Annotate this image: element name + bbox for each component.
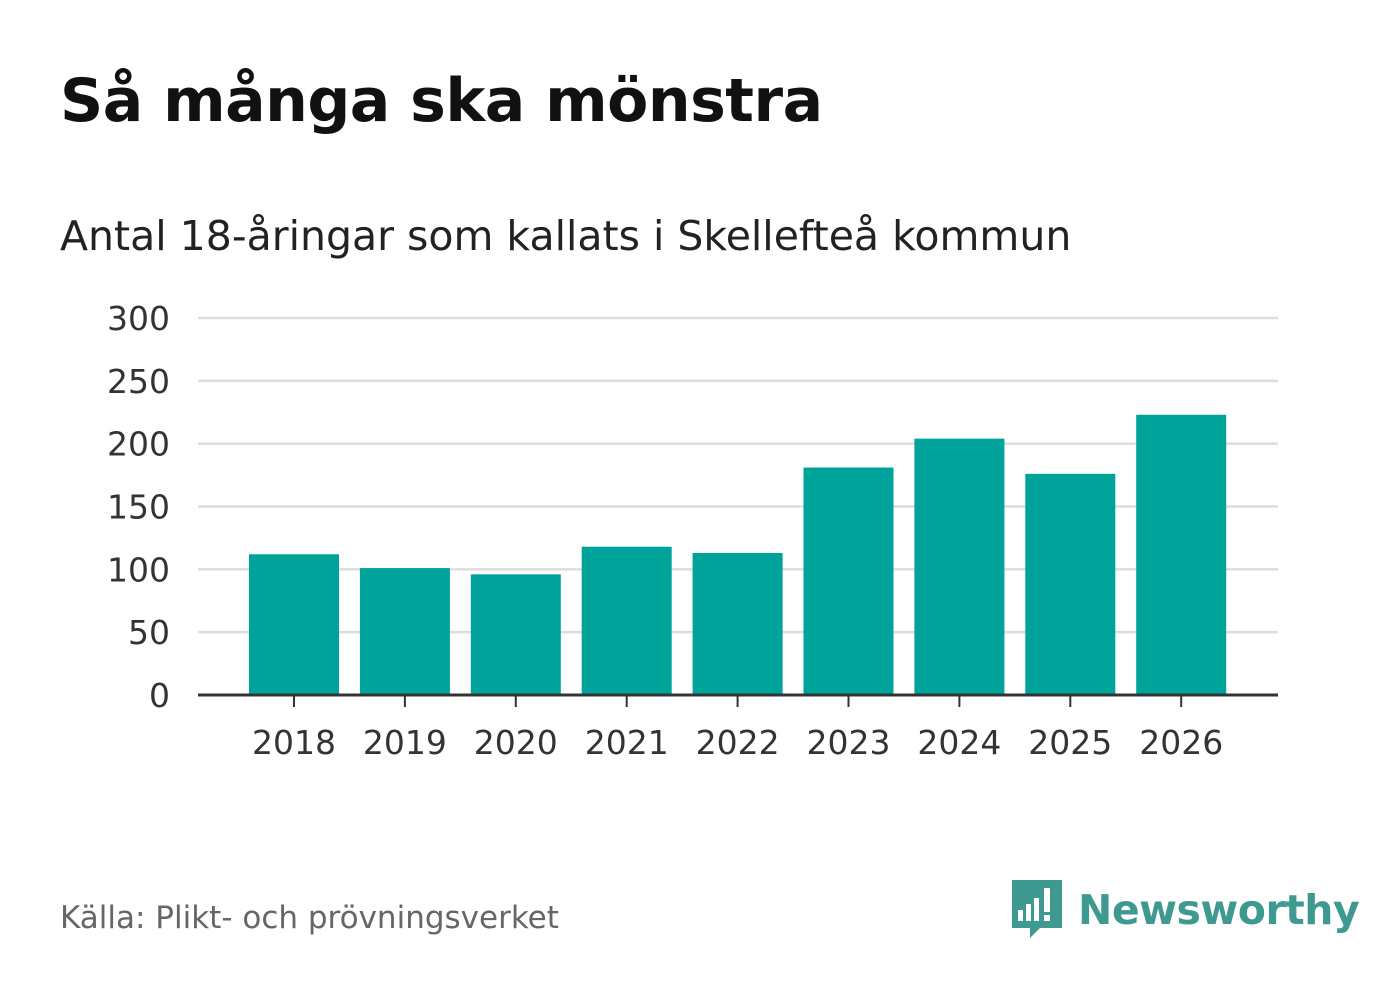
bar-2024 xyxy=(914,438,1005,695)
bar-2020 xyxy=(470,574,561,695)
x-tick-label: 2024 xyxy=(917,723,1001,762)
chart-title: Så många ska mönstra xyxy=(60,66,823,136)
bar-2021 xyxy=(581,546,672,695)
bar-2023 xyxy=(803,467,894,695)
y-tick-label: 300 xyxy=(107,299,170,338)
x-tick-label: 2020 xyxy=(474,723,558,762)
x-tick-label: 2018 xyxy=(252,723,336,762)
brand-name: Newsworthy xyxy=(1078,886,1360,934)
bar-2025 xyxy=(1025,473,1116,695)
y-tick-label: 250 xyxy=(107,362,170,401)
x-tick-label: 2023 xyxy=(807,723,891,762)
bar-2018 xyxy=(249,554,339,695)
chart-subtitle: Antal 18-åringar som kallats i Skellefte… xyxy=(60,212,1072,260)
bar-2019 xyxy=(359,568,450,695)
newsworthy-logo[interactable]: Newsworthy xyxy=(1010,878,1360,942)
x-tick-label: 2026 xyxy=(1139,723,1223,762)
x-tick-label: 2025 xyxy=(1028,723,1112,762)
source-note: Källa: Plikt- och prövningsverket xyxy=(60,900,559,936)
x-tick-label: 2021 xyxy=(585,723,669,762)
x-tick-label: 2019 xyxy=(363,723,447,762)
x-tick-label: 2022 xyxy=(696,723,780,762)
y-tick-label: 150 xyxy=(107,488,170,527)
y-tick-label: 0 xyxy=(149,676,170,715)
bar-2022 xyxy=(692,552,783,695)
bar-2026 xyxy=(1136,414,1227,695)
newsworthy-chart-icon xyxy=(1012,880,1062,938)
y-tick-label: 100 xyxy=(107,550,170,589)
y-tick-label: 200 xyxy=(107,425,170,464)
y-tick-label: 50 xyxy=(128,613,170,652)
